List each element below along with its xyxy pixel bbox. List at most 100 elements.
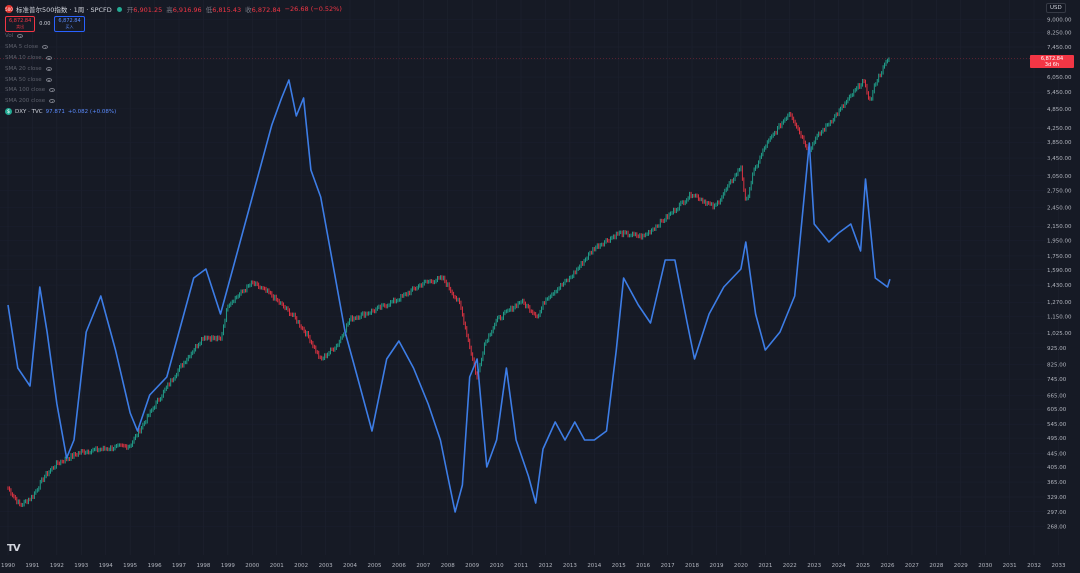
x-tick-label: 2024 <box>832 563 846 569</box>
compare-symbol-legend[interactable]: $ DXY · TVC 97.871 +0.082 (+0.08%) <box>5 108 116 115</box>
y-tick-label: 2,750.00 <box>1047 189 1072 195</box>
indicator-label: SMA 200 close <box>5 98 46 104</box>
low-label: 低 <box>205 6 213 14</box>
spread-value: 0.00 <box>39 21 51 27</box>
indicator-label: SMA 10 close <box>5 55 42 61</box>
x-tick-label: 2013 <box>563 563 577 569</box>
x-tick-label: 2010 <box>490 563 504 569</box>
buy-label: 买入 <box>65 24 74 29</box>
dollar-icon: $ <box>5 108 12 115</box>
x-tick-label: 2004 <box>343 563 357 569</box>
y-tick-label: 365.00 <box>1047 480 1067 486</box>
indicator-label: SMA 20 close <box>5 66 42 72</box>
x-tick-label: 2015 <box>612 563 626 569</box>
vertical-gridlines <box>7 0 1059 555</box>
eye-icon[interactable] <box>49 88 56 92</box>
y-tick-label: 4,850.00 <box>1047 107 1072 113</box>
symbol-title[interactable]: 标准普尔500指数 · 1周 · SPCFD <box>16 6 112 14</box>
x-tick-label: 2011 <box>514 563 528 569</box>
price-axis[interactable]: 9,000.008,250.007,450.006,850.006,050.00… <box>1047 18 1072 531</box>
indicator-row[interactable]: Vol <box>5 33 24 39</box>
y-tick-label: 605.00 <box>1047 407 1067 413</box>
x-tick-label: 2022 <box>783 563 797 569</box>
indicator-row[interactable]: SMA 50 close <box>5 77 52 83</box>
x-tick-label: 1996 <box>148 563 162 569</box>
x-tick-label: 2000 <box>245 563 259 569</box>
x-tick-label: 1992 <box>50 563 64 569</box>
x-tick-label: 2003 <box>319 563 333 569</box>
y-tick-label: 3,450.00 <box>1047 156 1072 162</box>
indicator-row[interactable]: SMA 200 close <box>5 98 56 104</box>
compare-symbol-name: DXY · TVC <box>15 108 43 115</box>
y-tick-label: 495.00 <box>1047 436 1067 442</box>
y-tick-label: 2,450.00 <box>1047 205 1072 211</box>
sell-price: 6,872.84 <box>9 18 32 24</box>
time-axis[interactable]: 1990 1991 1992 1993 1994 1995 1996 1997 1998 1999… <box>1 563 1066 569</box>
eye-icon[interactable] <box>45 78 52 82</box>
x-tick-label: 1990 <box>1 563 15 569</box>
y-tick-label: 1,150.00 <box>1047 314 1072 320</box>
y-tick-label: 7,450.00 <box>1047 45 1072 51</box>
y-tick-label: 1,430.00 <box>1047 283 1072 289</box>
price-change: −26.68 (−0.52%) <box>284 5 342 13</box>
indicator-label: SMA 50 close <box>5 77 42 83</box>
x-tick-label: 1993 <box>74 563 88 569</box>
ohlc-high: 高6,916.96 <box>166 4 201 14</box>
buy-button[interactable]: 6,872.84 买入 <box>54 16 85 32</box>
last-price-label: 6,872.84 3d 6h <box>1030 55 1074 68</box>
dxy-line <box>7 79 891 513</box>
x-tick-label: 2023 <box>807 563 821 569</box>
sell-button[interactable]: 6,872.84 卖出 <box>5 16 36 32</box>
currency-selector[interactable]: USD <box>1046 3 1066 13</box>
x-tick-label: 2006 <box>392 563 406 569</box>
ohlc-open: 开6,901.25 <box>127 4 162 14</box>
x-tick-label: 2002 <box>294 563 308 569</box>
trade-buttons: 6,872.84 卖出 0.00 6,872.84 买入 <box>5 16 85 32</box>
x-tick-label: 1994 <box>99 563 113 569</box>
indicator-row[interactable]: SMA 20 close <box>5 66 52 72</box>
x-tick-label: 2031 <box>1003 563 1017 569</box>
close-value: 6,872.84 <box>251 6 281 14</box>
indicator-row[interactable]: SMA 5 close <box>5 44 49 50</box>
eye-icon[interactable] <box>45 67 52 71</box>
y-tick-label: 329.00 <box>1047 495 1067 501</box>
horizontal-gridlines <box>0 19 1045 527</box>
x-tick-label: 1998 <box>196 563 210 569</box>
indicator-row[interactable]: SMA 100 close <box>5 87 56 93</box>
market-status-icon <box>116 6 122 12</box>
x-tick-label: 2029 <box>954 563 968 569</box>
indicator-label: SMA 5 close <box>5 44 39 50</box>
indicator-label: SMA 100 close <box>5 87 46 93</box>
open-value: 6,901.25 <box>133 6 163 14</box>
x-tick-label: 2014 <box>587 563 601 569</box>
low-value: 6,815.43 <box>212 6 242 14</box>
compare-change: +0.082 (+0.08%) <box>67 108 117 115</box>
y-tick-label: 1,750.00 <box>1047 254 1072 260</box>
x-tick-label: 2018 <box>685 563 699 569</box>
y-tick-label: 3,050.00 <box>1047 174 1072 180</box>
y-tick-label: 1,025.00 <box>1047 331 1072 337</box>
open-label: 开 <box>126 6 134 14</box>
eye-icon[interactable] <box>42 45 49 49</box>
eye-icon[interactable] <box>45 56 52 60</box>
x-tick-label: 2012 <box>538 563 552 569</box>
bar-countdown: 3d 6h <box>1044 62 1060 68</box>
eye-icon[interactable] <box>17 34 24 38</box>
eye-icon[interactable] <box>49 99 56 103</box>
x-tick-label: 2008 <box>441 563 455 569</box>
y-tick-label: 445.00 <box>1047 451 1067 457</box>
indicator-row[interactable]: SMA 10 close <box>5 55 52 61</box>
close-label: 收 <box>245 6 252 14</box>
y-tick-label: 6,050.00 <box>1047 75 1072 81</box>
x-tick-label: 2027 <box>905 563 919 569</box>
x-tick-label: 2033 <box>1052 563 1066 569</box>
buy-price: 6,872.84 <box>58 18 81 24</box>
x-tick-label: 1997 <box>172 563 186 569</box>
x-tick-label: 2017 <box>661 563 675 569</box>
y-tick-label: 405.00 <box>1047 465 1067 471</box>
x-tick-label: 2005 <box>367 563 381 569</box>
x-tick-label: 2009 <box>465 563 479 569</box>
x-tick-label: 2032 <box>1027 563 1041 569</box>
y-tick-label: 297.00 <box>1047 510 1067 516</box>
